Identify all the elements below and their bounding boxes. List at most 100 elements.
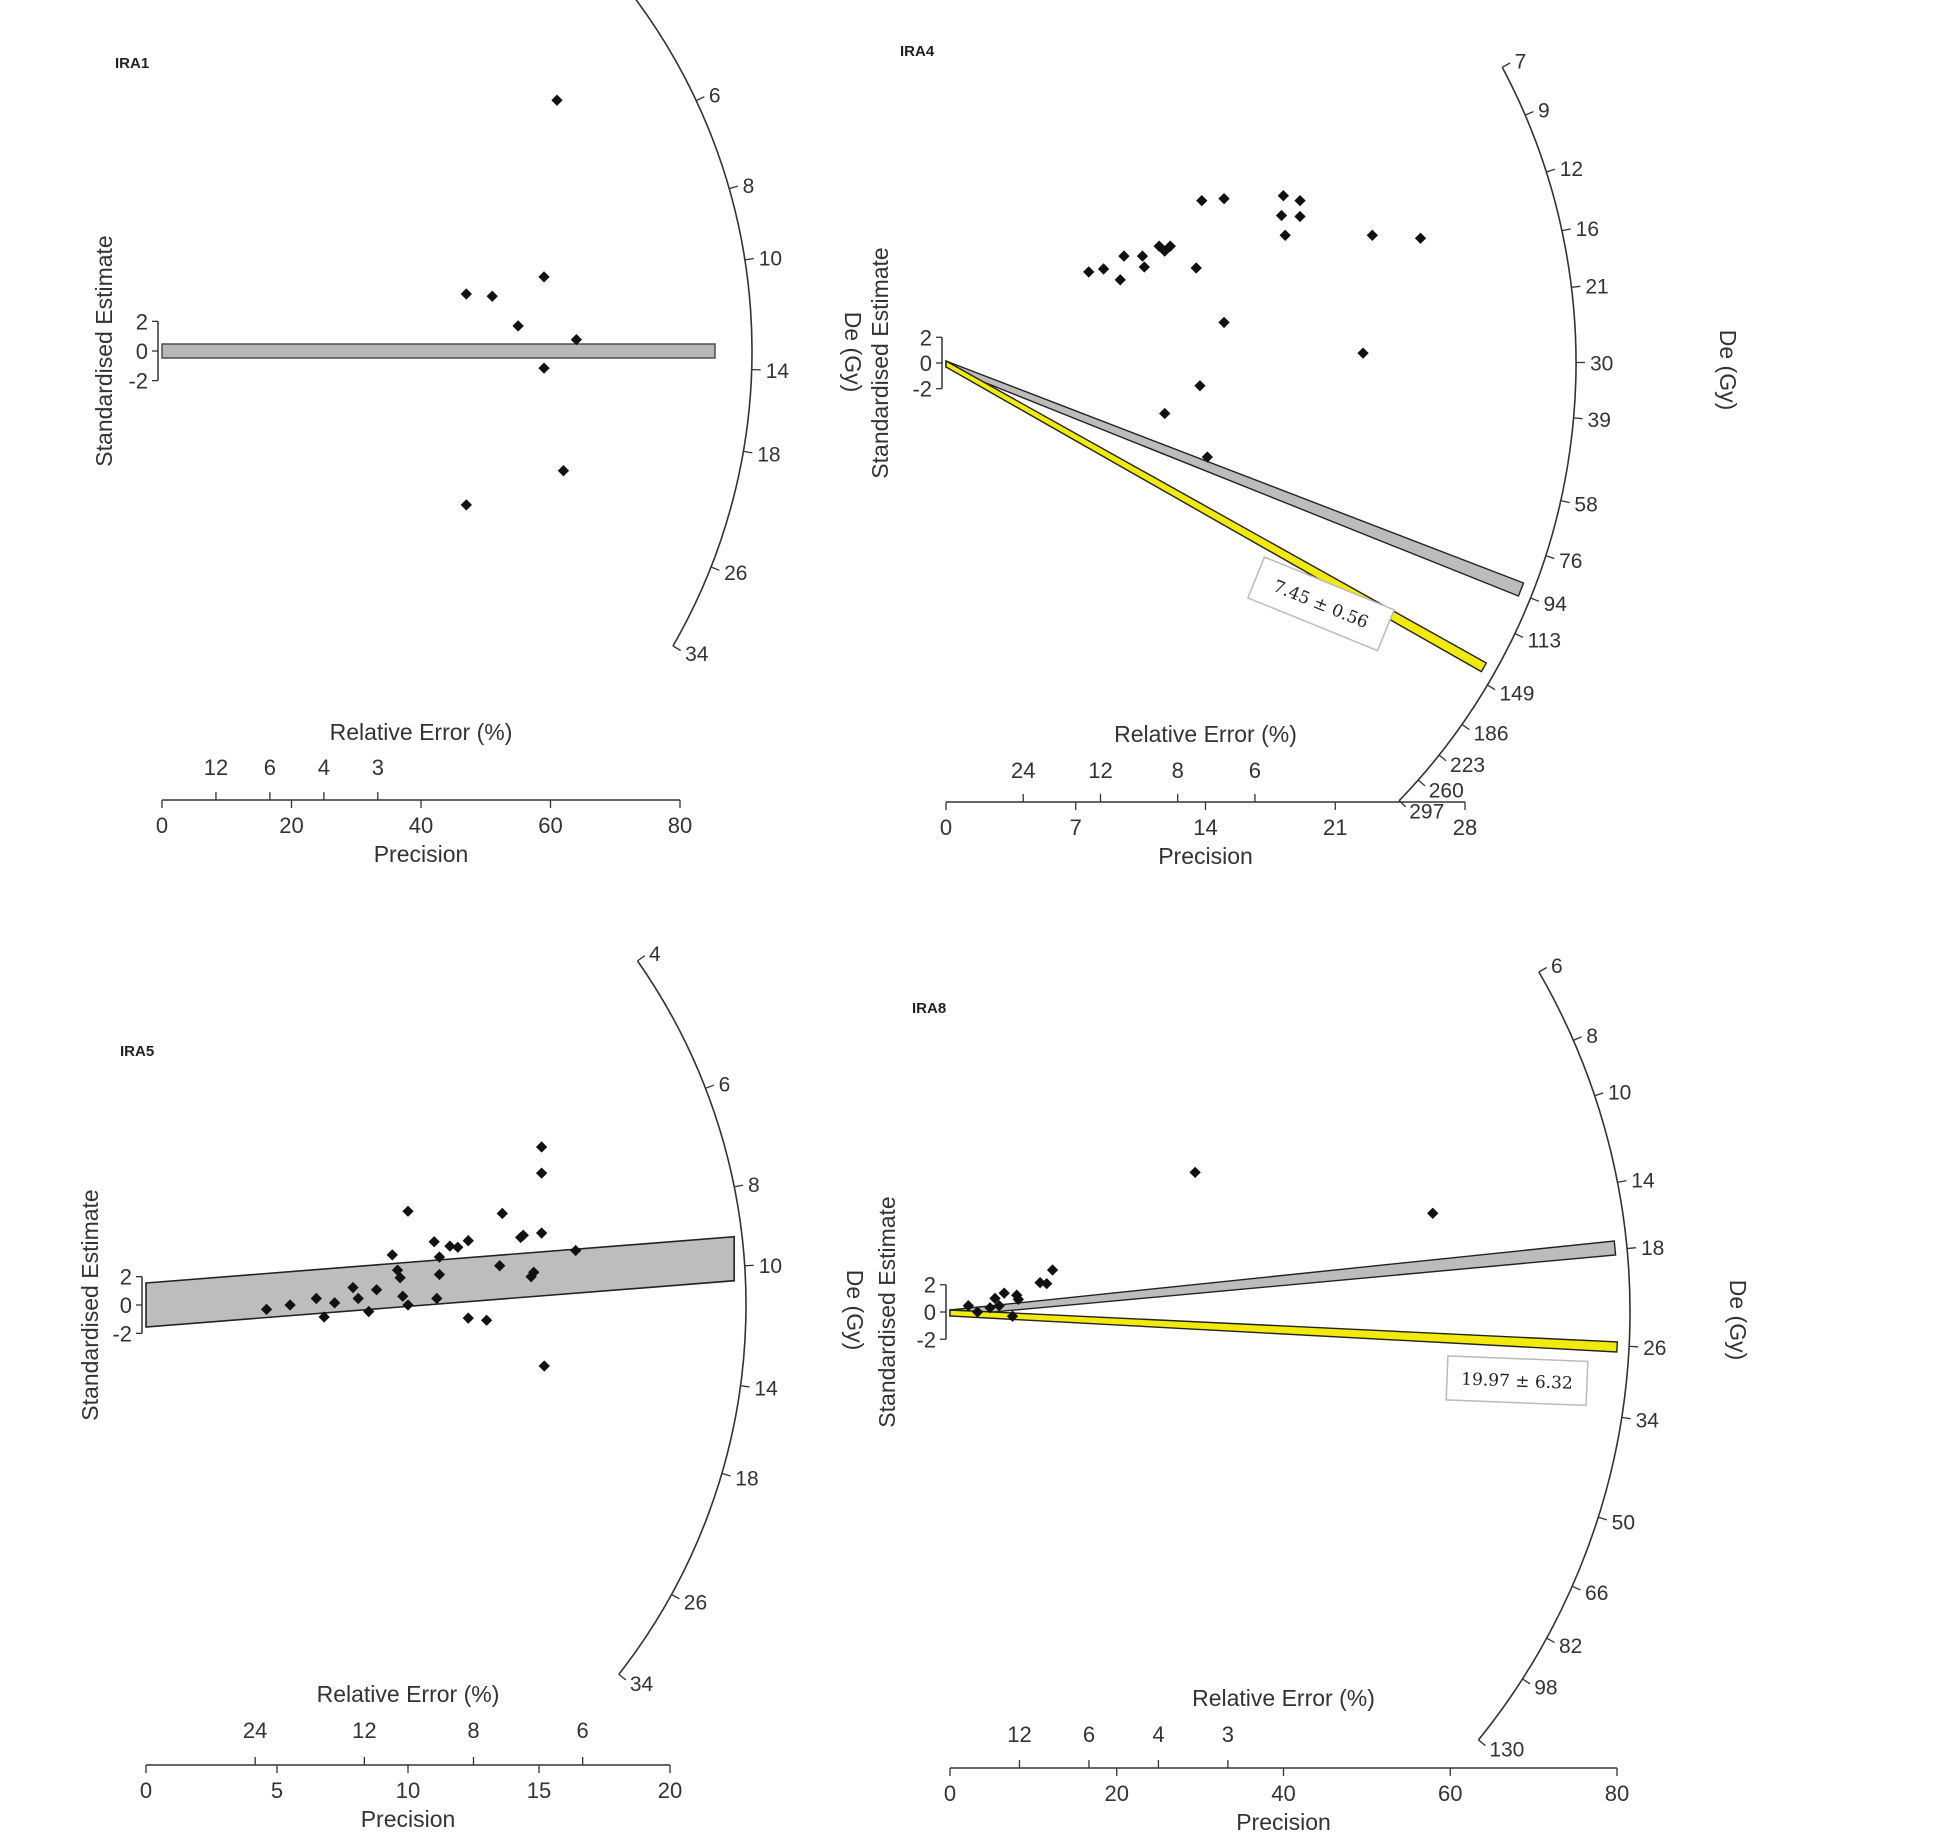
x-tick-label: 0 [156, 813, 168, 838]
arc-tick-label: 14 [754, 1378, 778, 1401]
y-axis: 2 0 -2 Standardised Estimate [77, 1189, 143, 1421]
arc-tick-label: 94 [1544, 593, 1568, 616]
y-axis-label: Standardised Estimate [77, 1189, 103, 1420]
arc-tick-label: 14 [766, 360, 790, 383]
x-tick-label: 14 [1193, 815, 1217, 840]
data-point [1164, 240, 1176, 252]
precision-axis: 0 5 10 15 20 Precision Relative Error (%) 24 12 8… [140, 1681, 682, 1832]
data-point [394, 1272, 406, 1284]
x-tick-label: 10 [396, 1778, 420, 1803]
data-point [402, 1205, 414, 1217]
arc-tick [740, 1385, 750, 1388]
data-point [1357, 347, 1369, 359]
data-point [494, 1260, 506, 1272]
arc-tick [1560, 500, 1570, 504]
data-point [370, 1284, 383, 1296]
relative-error-tick-label: 12 [1007, 1722, 1031, 1747]
data-point [397, 1290, 409, 1302]
data-point [538, 271, 550, 283]
arc-tick-label: 34 [685, 643, 709, 666]
data-point [1012, 1293, 1025, 1306]
data-point [347, 1281, 359, 1294]
arc-tick-label: 186 [1473, 722, 1508, 745]
arc-tick [743, 450, 753, 454]
y-tick-label: -2 [112, 1321, 132, 1346]
arc-tick [671, 1593, 680, 1600]
arc-line [635, 0, 753, 647]
data-point [1006, 1310, 1019, 1322]
arc-tick [1617, 1179, 1627, 1183]
arc-tick [1514, 632, 1524, 639]
x-tick-label: 40 [1271, 1781, 1295, 1806]
data-point [1159, 407, 1171, 420]
arc-line [1477, 971, 1631, 1741]
y-tick-label: 0 [924, 1300, 936, 1325]
arc-tick-label: 14 [1631, 1170, 1655, 1193]
data-point [352, 1292, 364, 1305]
data-point [433, 1251, 446, 1263]
y-tick-label: 0 [920, 351, 932, 376]
arc-tick [710, 566, 720, 571]
y-tick-label: -2 [912, 377, 932, 402]
data-point [260, 1303, 273, 1316]
data-point [1275, 209, 1288, 222]
data-point [386, 1249, 398, 1261]
arc-tick [1501, 62, 1511, 68]
arc-tick-label: 6 [719, 1073, 731, 1096]
arc-tick-label: 18 [735, 1467, 758, 1490]
data-point [557, 465, 570, 477]
arc-tick [1417, 779, 1426, 787]
y-axis-label: Standardised Estimate [91, 235, 117, 466]
arc-tick [1594, 1092, 1604, 1097]
arc-tick-label: 26 [684, 1591, 707, 1614]
y-axis-label: Standardised Estimate [867, 247, 893, 478]
x-tick-label: 28 [1453, 815, 1477, 840]
relative-error-tick-label: 12 [204, 755, 228, 780]
arc-tick [1546, 1637, 1555, 1644]
data-point [989, 1292, 1001, 1305]
x-tick-label: 7 [1070, 815, 1082, 840]
data-point [452, 1241, 464, 1253]
central-band [145, 1235, 735, 1328]
relative-error-tick-label: 12 [1088, 758, 1112, 783]
de-axis-label: De (Gy) [1725, 1280, 1751, 1361]
data-point [512, 320, 524, 332]
x-tick-label: 15 [527, 1778, 551, 1803]
x-tick-label: 0 [944, 1781, 956, 1806]
arc-tick-label: 10 [759, 1255, 782, 1278]
arc-tick-label: 18 [1641, 1237, 1664, 1260]
data-point [570, 1244, 582, 1257]
data-point [1083, 266, 1095, 278]
arc-line [618, 960, 747, 1675]
relative-error-tick-label: 6 [577, 1718, 589, 1743]
arc-tick [1571, 285, 1581, 289]
x-axis-label: Precision [1236, 1809, 1331, 1835]
x-tick-label: 80 [668, 813, 692, 838]
y-tick-label: 2 [120, 1265, 132, 1290]
data-point [318, 1311, 330, 1323]
arc-tick-label: 98 [1534, 1677, 1557, 1700]
relative-error-tick-label: 4 [318, 755, 330, 780]
yellow-band [949, 1309, 1619, 1353]
x-tick-label: 0 [140, 1778, 152, 1803]
de-axis-label: De (Gy) [840, 312, 866, 393]
x-tick-label: 40 [409, 813, 433, 838]
data-point [528, 1266, 540, 1278]
arc-tick [1598, 1516, 1608, 1521]
data-point [535, 1227, 548, 1239]
arc-tick [721, 1472, 731, 1477]
arc-tick [695, 96, 705, 102]
arc-tick [705, 1084, 715, 1089]
relative-error-tick-label: 24 [1011, 758, 1035, 783]
arc-tick [744, 257, 754, 261]
arc-tick-label: 260 [1429, 779, 1464, 802]
arc-tick-label: 10 [759, 248, 782, 271]
data-point [1201, 451, 1214, 463]
data-point [971, 1306, 984, 1318]
arc-tick [1573, 417, 1583, 420]
arc-tick [1546, 168, 1556, 173]
